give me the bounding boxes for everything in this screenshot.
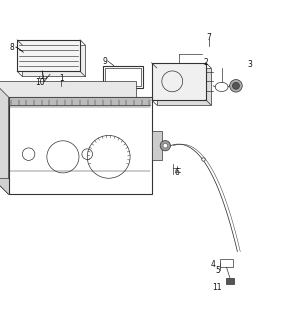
Polygon shape	[0, 81, 9, 194]
Polygon shape	[17, 40, 80, 71]
Polygon shape	[0, 179, 152, 194]
Text: 1: 1	[59, 74, 64, 83]
Polygon shape	[0, 81, 136, 179]
Polygon shape	[152, 63, 206, 100]
Polygon shape	[157, 68, 211, 105]
Text: 4: 4	[210, 260, 216, 269]
Bar	[103, 66, 143, 89]
Text: 6: 6	[175, 168, 180, 177]
Text: 2: 2	[204, 58, 208, 67]
Polygon shape	[9, 97, 152, 194]
Circle shape	[163, 143, 168, 148]
Bar	[226, 278, 234, 284]
Polygon shape	[10, 98, 150, 105]
Text: 7: 7	[206, 33, 211, 42]
Text: 5: 5	[215, 266, 221, 275]
Text: 11: 11	[212, 283, 222, 292]
Polygon shape	[22, 45, 85, 76]
Text: 3: 3	[248, 60, 253, 69]
Text: 10: 10	[35, 78, 45, 87]
Circle shape	[230, 79, 242, 92]
Text: 9: 9	[103, 57, 108, 66]
Circle shape	[233, 82, 239, 89]
Bar	[105, 68, 141, 86]
Text: 8: 8	[10, 43, 14, 52]
Bar	[220, 259, 233, 267]
Circle shape	[160, 140, 170, 151]
Bar	[152, 131, 162, 160]
